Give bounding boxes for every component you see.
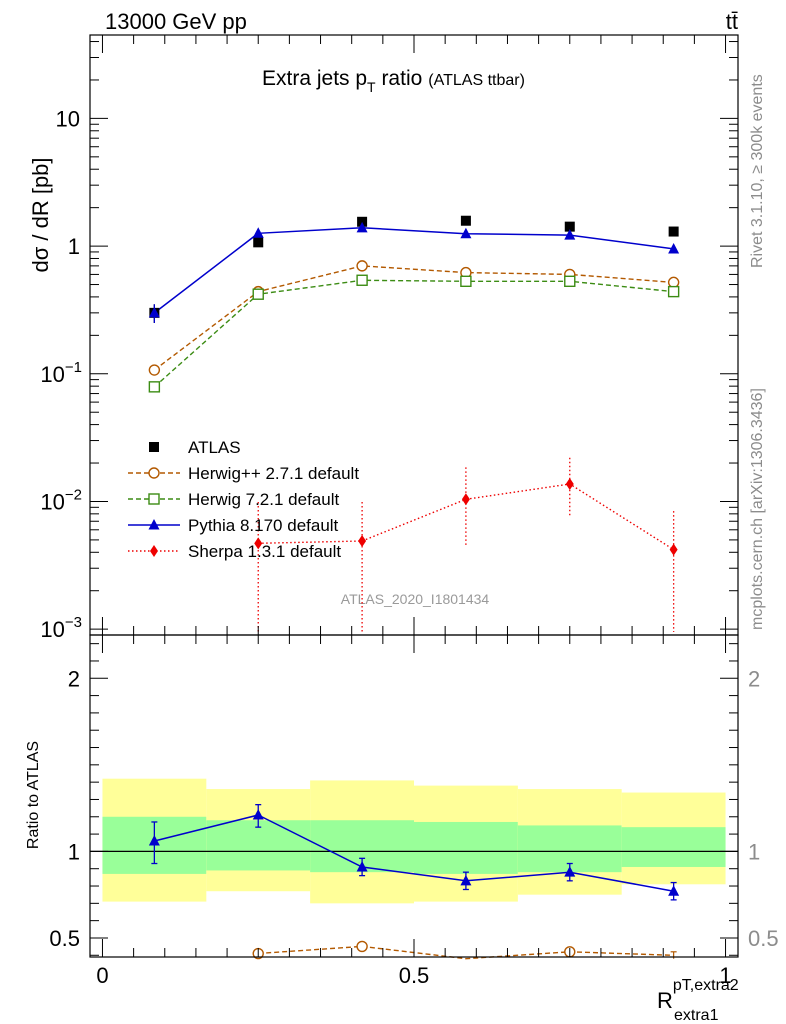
ratio-ytick-label: 2: [68, 666, 80, 691]
atlas-point: [564, 221, 575, 232]
herwig7-point: [460, 275, 472, 288]
atlas-point: [460, 215, 471, 226]
ratio-xtick-label: 0: [96, 963, 108, 988]
ratio-pythia-line: [154, 814, 674, 892]
legend-label: Pythia 8.170 default: [188, 516, 339, 535]
legend-label: ATLAS: [188, 438, 241, 457]
watermark: ATLAS_2020_I1801434: [341, 591, 490, 607]
ratio-pythia-point: [148, 835, 160, 846]
mcplots-label: mcplots.cern.ch [arXiv:1306.3436]: [749, 388, 766, 630]
pythia-point: [460, 227, 472, 239]
ratio-pythia-point: [460, 874, 472, 886]
herwig7-point: [356, 274, 368, 286]
ratio-ytick-label: 1: [68, 839, 80, 864]
pythia-point: [356, 221, 368, 233]
ratio-ytick-label-right: 2: [748, 666, 760, 691]
herwig7-point: [252, 288, 264, 300]
band-inner: [414, 821, 518, 874]
ratio-ytick-label: 0.5: [49, 926, 80, 951]
sherpa-point: [565, 478, 574, 491]
pythia-point: [252, 227, 264, 238]
ratio-ylabel: Ratio to ATLAS: [25, 741, 42, 849]
ratio-ytick-label-right: 1: [748, 839, 760, 864]
header-left: 13000 GeV pp: [105, 9, 247, 34]
sherpa-point: [358, 535, 367, 548]
herwigpp-point: [356, 260, 368, 272]
ratio-pythia-point: [668, 885, 680, 896]
ratio-herwigpp-line: [258, 945, 674, 960]
atlas-point: [668, 226, 679, 237]
legend-marker-atlas: [149, 442, 159, 452]
main-ytick-label: 10−3: [40, 614, 82, 642]
rivet-label: Rivet 3.1.10, ≥ 300k events: [749, 74, 766, 268]
sherpa-line: [258, 483, 674, 551]
main-ylabel: dσ / dR [pb]: [28, 157, 53, 272]
main-ytick-labels: 10 1 10−1 10−2 10−3: [40, 106, 82, 642]
ratio-xlabel: RpT,extra2 extra1: [657, 977, 739, 1024]
main-ytick-label: 10: [56, 106, 80, 131]
legend-marker-herwigpp: [148, 467, 160, 479]
ratio-ytick-label-right: 0.5: [748, 926, 779, 951]
band-inner: [206, 820, 311, 871]
main-ytick-label: 10−1: [40, 359, 82, 387]
legend-marker-herwig7: [148, 493, 160, 505]
herwig7-point: [667, 285, 680, 298]
legend-label: Herwig 7.2.1 default: [188, 490, 339, 509]
sherpa-point: [254, 537, 263, 550]
herwig7-line: [153, 279, 674, 388]
legend-label: Sherpa 1.3.1 default: [188, 542, 341, 561]
atlas-point: [357, 216, 368, 227]
pythia-point: [148, 306, 160, 318]
main-title: Extra jets pT ratio (ATLAS ttbar): [262, 67, 525, 95]
main-marks: [148, 215, 680, 633]
svg-text:dσ / dR [pb]: dσ / dR [pb]: [28, 157, 53, 272]
ratio-pythia-point: [356, 860, 368, 872]
pythia-point: [564, 229, 576, 240]
ratio-pythia-point: [252, 809, 264, 820]
atlas-point: [253, 237, 264, 248]
pythia-point: [668, 242, 680, 254]
herwig7-point: [148, 381, 161, 393]
ratio-xtick-label: 0.5: [399, 963, 430, 988]
sherpa-point: [461, 493, 470, 506]
herwigpp-point: [148, 364, 161, 376]
herwigpp-point: [667, 276, 680, 289]
ratio-ticks: [90, 635, 738, 957]
band-inner: [621, 827, 726, 867]
main-panel: 10 1 10−1 10−2 10−3 Extra jets pT ratio (ATLA…: [28, 34, 739, 642]
header-right: tt̄: [726, 9, 738, 34]
legend-marker-sherpa: [150, 545, 158, 557]
herwigpp-line: [153, 265, 674, 371]
sherpa-point: [669, 543, 678, 556]
pythia-line: [153, 227, 674, 314]
herwig7-point: [564, 275, 576, 288]
ratio-tick-labels: 0.5 0.5 1 1 2 2 0 0.5 1: [49, 666, 778, 988]
legend-marker-pythia: [148, 519, 160, 530]
main-ytick-label: 10−2: [40, 486, 82, 514]
main-ticks: [90, 35, 738, 635]
ratio-xtick-label: 1: [719, 963, 731, 988]
legend: ATLAS Herwig++ 2.7.1 default Herwig 7.2.1 …: [128, 438, 359, 561]
legend-label: Herwig++ 2.7.1 default: [188, 464, 359, 483]
main-ytick-label: 1: [68, 234, 80, 259]
ratio-pythia-point: [564, 866, 576, 877]
ratio-panel: 0.5 0.5 1 1 2 2 0 0.5 1 Ratio to ATLAS RpT,extra…: [25, 634, 779, 1024]
ratio-herwigpp-point: [356, 940, 368, 953]
